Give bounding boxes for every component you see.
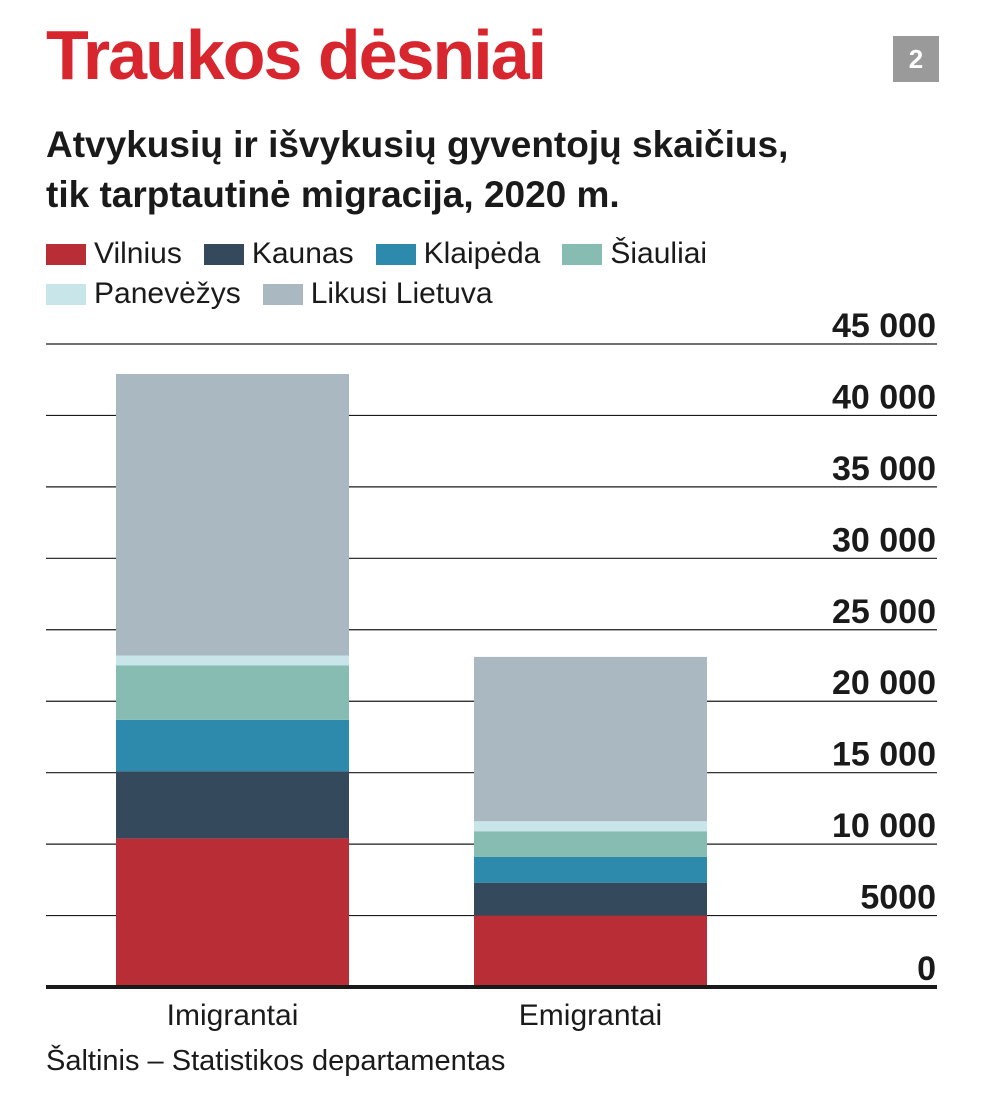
subtitle-line-2: tik tarptautinė migracija, 2020 m. <box>46 174 620 215</box>
legend-swatch-siauliai <box>562 243 603 265</box>
bar-segment-imigrantai-panevezys <box>116 655 349 666</box>
bar-segment-emigrantai-vilnius <box>474 915 707 987</box>
legend-item-vilnius: Vilnius <box>46 237 182 271</box>
bar-segment-emigrantai-siauliai <box>474 831 707 857</box>
y-tick-label-5000: 5000 <box>860 879 936 917</box>
legend-item-kaunas: Kaunas <box>203 237 354 271</box>
y-tick-label-20000: 20 000 <box>832 664 936 702</box>
legend-swatch-kaunas <box>203 243 244 265</box>
bar-segment-imigrantai-siauliai <box>116 665 349 720</box>
bar-segment-imigrantai-klaipeda <box>116 719 349 772</box>
y-tick-label-45000: 45 000 <box>832 307 936 345</box>
legend: Vilnius Kaunas Klaipėda Šiauliai Panevėž… <box>46 234 946 314</box>
chart-title: Traukos dėsniai <box>46 16 547 94</box>
y-tick-label-25000: 25 000 <box>832 593 936 631</box>
subtitle-line-1: Atvykusių ir išvykusių gyventojų skaičiu… <box>46 124 789 165</box>
legend-item-likusi-lietuva: Likusi Lietuva <box>262 277 493 311</box>
x-tick-label-emigrantai: Emigrantai <box>519 999 662 1032</box>
bar-segment-emigrantai-kaunas <box>474 882 707 916</box>
bar-segment-emigrantai-panevezys <box>474 821 707 832</box>
stacked-bar-chart: Imigrantai Emigrantai 0 5000 10 000 15 000 20 … <box>46 307 937 1032</box>
legend-label-kaunas: Kaunas <box>251 237 354 270</box>
y-tick-label-15000: 15 000 <box>832 736 936 774</box>
y-tick-label-0: 0 <box>917 950 936 988</box>
legend-label-likusi-lietuva: Likusi Lietuva <box>310 277 493 310</box>
legend-swatch-likusi-lietuva <box>262 283 303 305</box>
y-tick-label-30000: 30 000 <box>832 521 936 559</box>
legend-label-vilnius: Vilnius <box>94 237 182 270</box>
page-number-badge: 2 <box>893 36 939 82</box>
legend-row-2: Panevėžys Likusi Lietuva <box>46 274 946 314</box>
legend-swatch-vilnius <box>46 243 86 265</box>
bar-segment-emigrantai-likusi-lietuva <box>474 656 707 822</box>
legend-item-klaipeda: Klaipėda <box>375 237 541 271</box>
legend-label-siauliai: Šiauliai <box>610 237 708 270</box>
bar-segment-imigrantai-likusi-lietuva <box>116 374 349 656</box>
legend-item-siauliai: Šiauliai <box>562 237 707 271</box>
legend-label-panevezys: Panevėžys <box>94 277 241 310</box>
chart-subtitle: Atvykusių ir išvykusių gyventojų skaičiu… <box>46 120 946 220</box>
bar-segment-imigrantai-kaunas <box>116 771 349 839</box>
legend-swatch-panevezys <box>46 283 86 305</box>
legend-swatch-klaipeda <box>375 243 416 265</box>
source-note: Šaltinis – Statistikos departamentas <box>46 1045 506 1077</box>
y-tick-label-35000: 35 000 <box>832 450 936 488</box>
legend-row-1: Vilnius Kaunas Klaipėda Šiauliai <box>46 234 946 274</box>
legend-item-panevezys: Panevėžys <box>46 277 241 311</box>
bar-segment-emigrantai-klaipeda <box>474 856 707 883</box>
x-tick-label-imigrantai: Imigrantai <box>167 999 299 1032</box>
bar-segment-imigrantai-vilnius <box>116 838 349 987</box>
y-tick-label-40000: 40 000 <box>832 378 936 416</box>
legend-label-klaipeda: Klaipėda <box>423 237 541 270</box>
y-tick-label-10000: 10 000 <box>832 807 936 845</box>
